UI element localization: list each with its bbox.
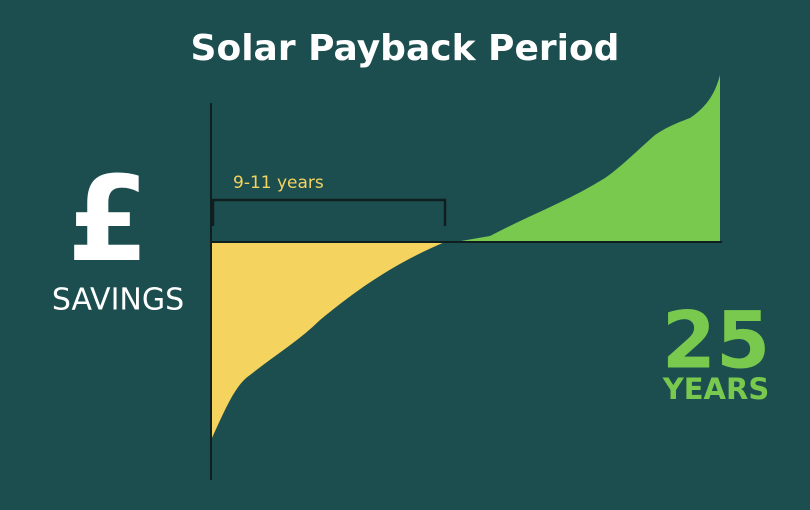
years-number: 25 (662, 296, 771, 386)
savings-label: SAVINGS (52, 283, 184, 318)
cost-area (211, 242, 445, 440)
bracket-label: 9-11 years (233, 173, 324, 193)
savings-area (455, 75, 720, 242)
title: Solar Payback Period (191, 28, 620, 69)
payback-bracket (211, 198, 447, 226)
pound-symbol: £ (67, 150, 149, 288)
years-unit: YEARS (662, 372, 769, 406)
